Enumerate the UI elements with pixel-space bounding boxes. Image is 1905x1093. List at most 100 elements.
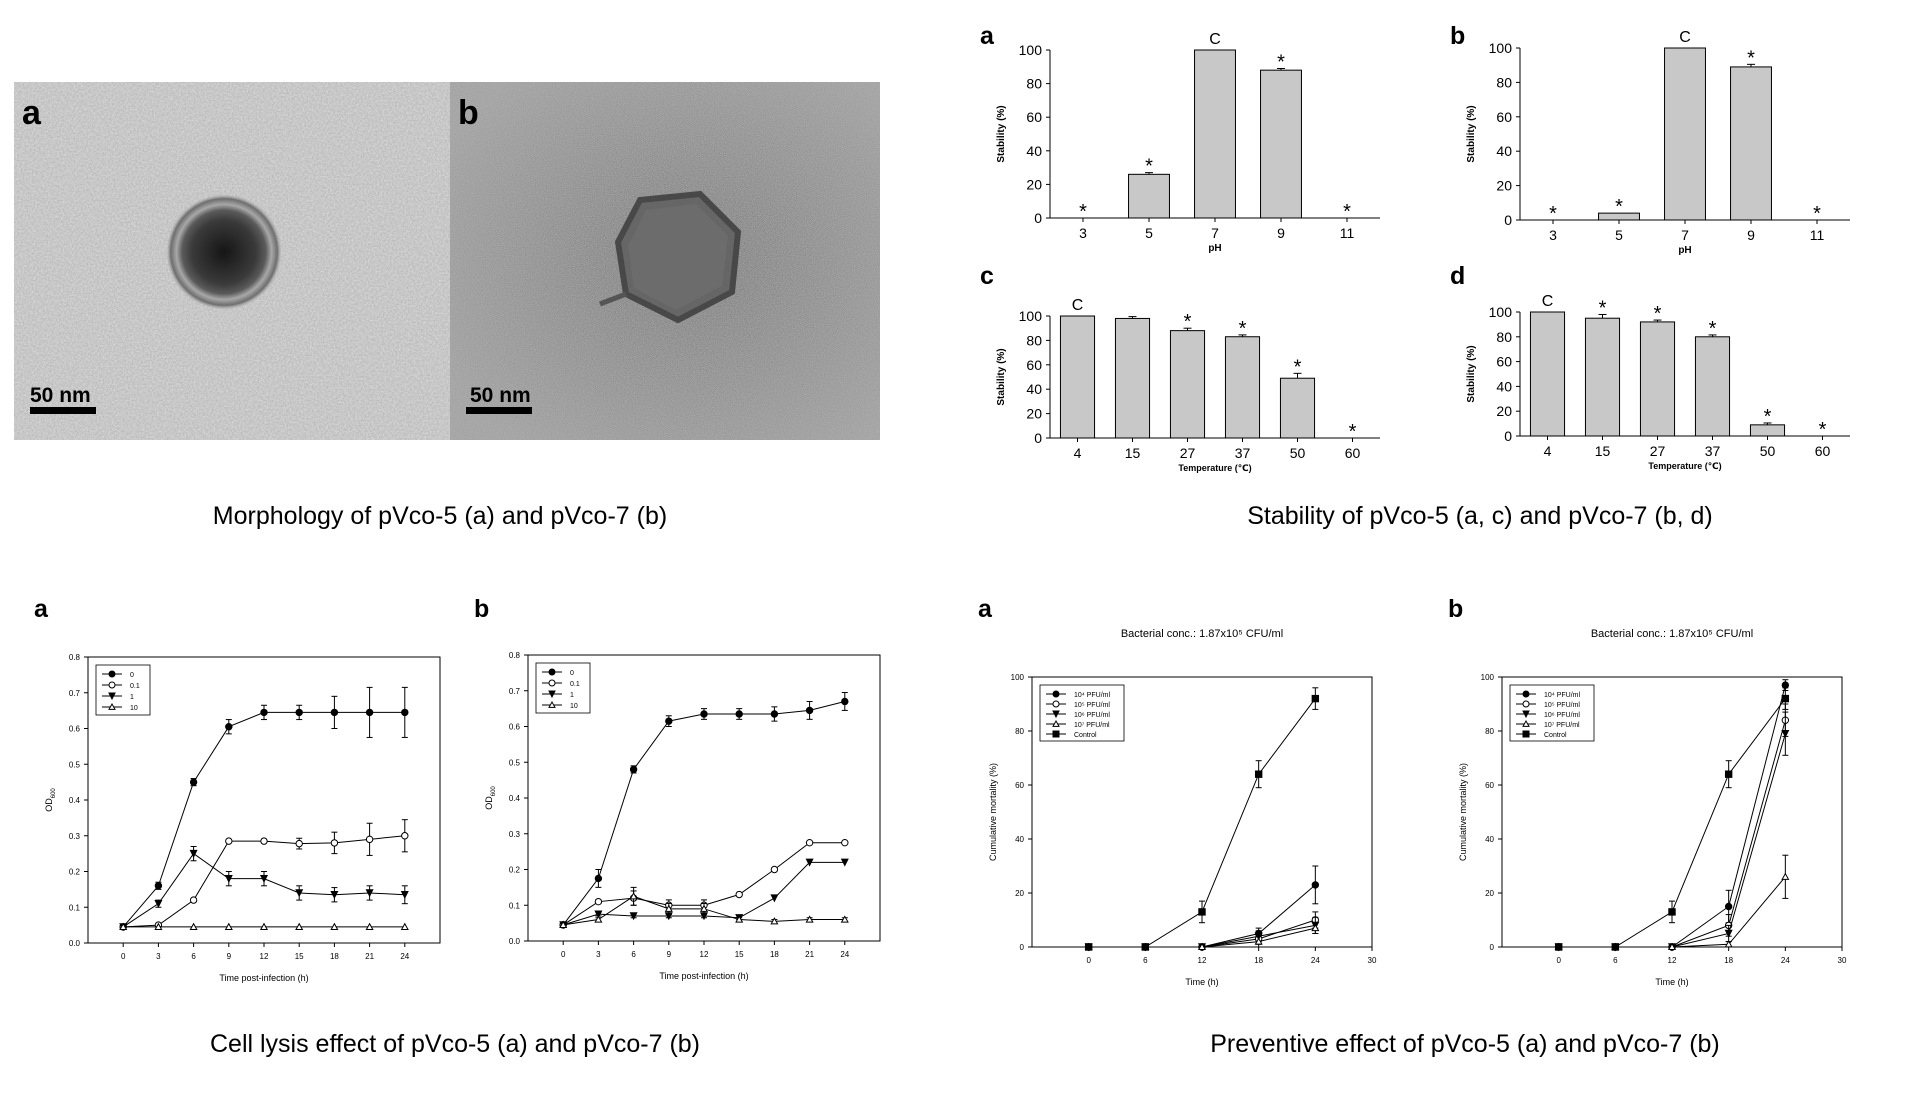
legend-entry: 10⁷ PFU/ml xyxy=(1544,722,1580,729)
legend-entry: 10⁵ PFU/ml xyxy=(1544,702,1580,709)
bar xyxy=(1279,377,1316,439)
legend-entry: 1 xyxy=(130,694,134,701)
data-point xyxy=(1781,694,1790,703)
data-point xyxy=(629,765,638,774)
bar xyxy=(1128,173,1170,219)
x-tick-label: 3 xyxy=(1079,225,1087,241)
data-point xyxy=(224,874,233,883)
x-tick-label: 7 xyxy=(1681,227,1689,243)
y-tick-label: 0.3 xyxy=(69,832,81,841)
y-tick-label: 80 xyxy=(1496,329,1512,345)
legend-entry: 0.1 xyxy=(570,681,580,688)
x-tick-label: 5 xyxy=(1145,225,1153,241)
y-tick-label: 0.2 xyxy=(69,868,81,877)
data-point xyxy=(1052,730,1060,738)
series-line xyxy=(562,700,845,926)
y-tick-label: 0 xyxy=(1034,210,1042,226)
data-point xyxy=(594,915,603,923)
data-point xyxy=(548,700,556,708)
legend-entry: 10 xyxy=(130,705,138,712)
data-point xyxy=(1724,770,1733,778)
legend-entry: 0 xyxy=(570,670,574,677)
panel-label: a xyxy=(980,22,995,50)
x-tick-label: 4 xyxy=(1074,445,1082,461)
chart-title: Bacterial conc.: 1.87x10⁵ CFU/ml xyxy=(1591,628,1753,640)
x-tick-label: 21 xyxy=(365,952,374,961)
x-tick-label: 24 xyxy=(400,952,409,961)
x-tick-label: 12 xyxy=(1668,956,1677,965)
x-axis-label: Time (h) xyxy=(1185,977,1218,987)
legend-entry: Control xyxy=(1544,732,1567,739)
data-point xyxy=(699,904,709,912)
data-point xyxy=(1198,908,1206,916)
significance-mark: * xyxy=(1184,311,1192,333)
x-tick-label: 3 xyxy=(156,952,161,961)
y-tick-label: 80 xyxy=(1485,727,1494,736)
data-point xyxy=(295,839,303,848)
x-tick-label: 15 xyxy=(735,950,744,959)
y-tick-label: 0 xyxy=(1034,430,1042,446)
panel-label: b xyxy=(1448,595,1463,623)
data-point xyxy=(154,882,163,890)
data-point xyxy=(108,670,116,678)
significance-mark: * xyxy=(1239,318,1247,340)
stability-chart-d: d 0 20 40 60 80 100 Stability (%) 4 C 15 * 27 * 37 * 50 *… xyxy=(1450,262,1850,471)
x-tick-label: 12 xyxy=(260,952,269,961)
data-point xyxy=(154,899,163,908)
preventive-caption: Preventive effect of pVco-5 (a) and pVco… xyxy=(1210,1030,1720,1058)
y-tick-label: 60 xyxy=(1026,357,1042,373)
data-point xyxy=(119,922,128,930)
x-tick-label: 12 xyxy=(700,950,709,959)
y-tick-label: 0.1 xyxy=(509,901,521,910)
chart-title: Bacterial conc.: 1.87x10⁵ CFU/ml xyxy=(1121,628,1283,640)
data-point xyxy=(108,702,116,710)
data-point xyxy=(1254,770,1263,778)
y-tick-label: 0.0 xyxy=(69,939,81,948)
data-point xyxy=(805,858,814,867)
data-point xyxy=(1052,710,1060,719)
x-tick-label: 24 xyxy=(1781,956,1790,965)
micrograph-b-scale-label: 50 nm xyxy=(470,384,531,407)
data-point xyxy=(805,706,814,715)
data-point xyxy=(330,708,339,717)
legend-entry: 0 xyxy=(130,672,134,679)
x-axis-label: Time post-infection (h) xyxy=(219,973,308,983)
data-point xyxy=(805,915,814,923)
data-point xyxy=(259,922,269,930)
stability-chart-b: b 0 20 40 60 80 100 Stability (%) 3 * 5 * 7 C 9 * 11 * pH xyxy=(1450,22,1850,256)
data-point xyxy=(259,874,269,883)
data-point xyxy=(735,915,744,923)
bar xyxy=(1584,317,1621,437)
y-tick-label: 0.5 xyxy=(509,758,521,767)
y-tick-label: 0.7 xyxy=(509,687,521,696)
data-point xyxy=(401,708,409,717)
data-point xyxy=(770,894,779,903)
y-tick-label: 100 xyxy=(1019,42,1043,58)
y-axis-label: OD600 xyxy=(44,788,57,812)
y-tick-label: 0.7 xyxy=(69,689,81,698)
stability-chart-a: a 0 20 40 60 80 100 Stability (%) 3 * 5 * 7 C 9 * 11 * pH xyxy=(980,22,1380,254)
data-point xyxy=(1141,943,1150,951)
data-point xyxy=(1724,929,1733,938)
legend-entry: 10⁷ PFU/ml xyxy=(1074,722,1110,729)
y-axis-label: Cumulative mortality (%) xyxy=(988,763,998,861)
data-point xyxy=(1311,923,1320,932)
data-point xyxy=(841,838,849,847)
significance-mark: * xyxy=(1079,201,1087,223)
morphology-caption: Morphology of pVco-5 (a) and pVco-7 (b) xyxy=(212,502,668,530)
legend-entry: 10⁵ PFU/ml xyxy=(1074,702,1110,709)
data-point xyxy=(1522,700,1530,708)
significance-mark: * xyxy=(1349,421,1357,443)
lysis-chart-b: b 0.0 0.1 0.2 0.3 0.4 0.5 0.6 0.7 0.8 0 3 6 9 12 15 18 21… xyxy=(474,595,881,981)
x-tick-label: 0 xyxy=(1556,956,1561,965)
y-tick-label: 20 xyxy=(1026,176,1042,192)
data-point xyxy=(1522,690,1530,698)
y-tick-label: 40 xyxy=(1026,381,1042,397)
data-point xyxy=(1522,710,1530,719)
x-tick-label: 18 xyxy=(330,952,339,961)
y-tick-label: 80 xyxy=(1026,332,1042,348)
x-tick-label: 3 xyxy=(596,950,601,959)
significance-mark: * xyxy=(1343,201,1351,223)
